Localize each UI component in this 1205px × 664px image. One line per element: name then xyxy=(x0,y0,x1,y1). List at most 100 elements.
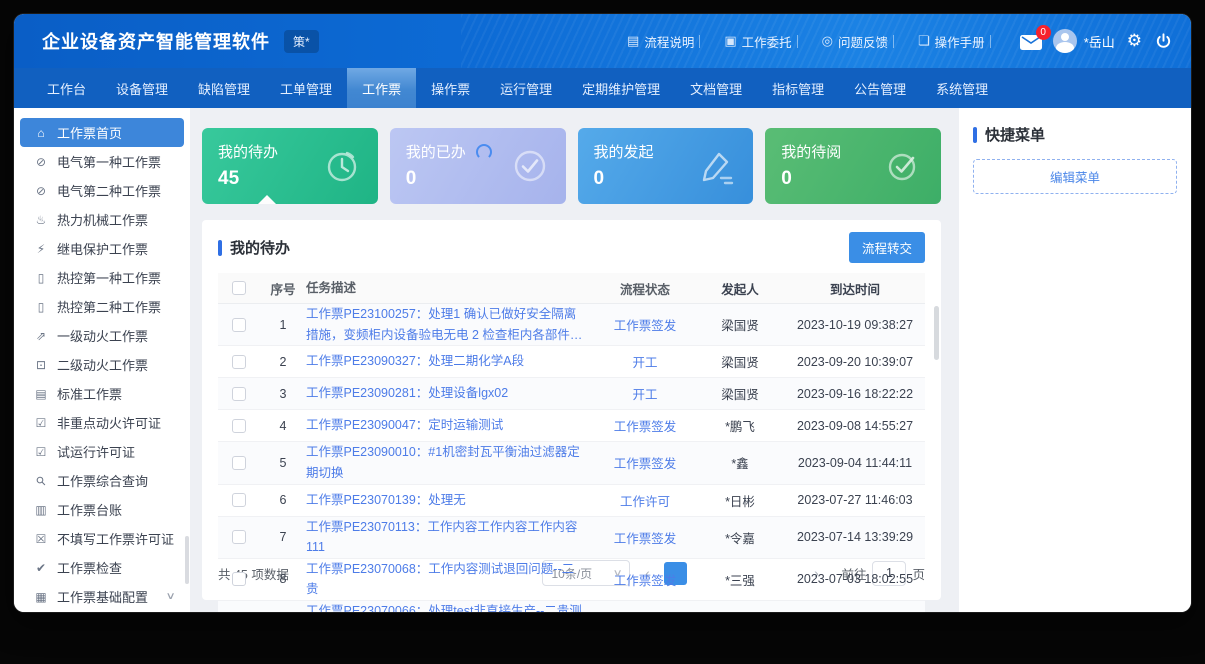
table-row[interactable]: 2 工作票PE23090327：处理二期化学A段 开工 梁国贤 2023-09-… xyxy=(218,346,925,379)
status-link[interactable]: 工作票签发 xyxy=(613,457,677,472)
sidebar-item[interactable]: ♨ 热力机械工作票 xyxy=(20,205,184,234)
goto-page-input[interactable] xyxy=(872,560,907,586)
sidebar-item[interactable]: ✔ 工作票检查 xyxy=(20,553,184,582)
status-link[interactable]: 工作许可 xyxy=(619,494,670,509)
sidebar-scrollbar[interactable] xyxy=(185,536,189,584)
stat-card-done[interactable]: 我的已办 0 xyxy=(389,128,566,204)
row-no: 2 xyxy=(279,354,287,369)
nav-tab[interactable]: 工作台 xyxy=(32,68,101,108)
edit-menu-button[interactable]: 编辑菜单 xyxy=(973,159,1177,194)
row-checkbox[interactable] xyxy=(232,317,246,332)
app-title-badge: 策* xyxy=(284,29,319,53)
row-initiator: *令嘉 xyxy=(725,531,755,546)
col-header-desc: 任务描述 xyxy=(306,280,357,295)
sidebar-item[interactable]: ⚲ 工作票综合查询 xyxy=(20,466,184,495)
nav-tab[interactable]: 系统管理 xyxy=(921,68,1003,108)
row-time: 2023-07-27 11:46:03 xyxy=(797,493,913,507)
nav-tab[interactable]: 工作票 xyxy=(347,68,417,108)
page-button[interactable] xyxy=(664,561,688,585)
status-link[interactable]: 工作票签发 xyxy=(613,531,677,546)
task-link[interactable]: 工作票PE23090281：处理设备lgx02 xyxy=(306,386,509,401)
gear-icon[interactable]: ⚙ xyxy=(1126,31,1142,50)
status-link[interactable]: 工作票签发 xyxy=(613,573,677,588)
sidebar-item-icon: ♨ xyxy=(35,212,47,227)
task-link[interactable]: 工作票PE23090327：处理二期化学A段 xyxy=(306,354,525,369)
status-link[interactable]: 工作票签发 xyxy=(613,319,677,334)
header-link[interactable]: ◎ 问题反馈 xyxy=(810,32,906,51)
select-all-checkbox[interactable] xyxy=(232,281,246,295)
nav-tab-label: 设备管理 xyxy=(116,81,169,97)
nav-tab[interactable]: 缺陷管理 xyxy=(183,68,265,108)
sidebar-item[interactable]: ☑ 非重点动火许可证 xyxy=(20,408,184,437)
stat-card-initiated[interactable]: 我的发起 0 xyxy=(577,128,754,204)
table-row[interactable]: 1 工作票PE23100257：处理1 确认已做好安全隔离措施，变频柜内设备验电… xyxy=(218,304,925,347)
table-row[interactable]: 6 工作票PE23070139：处理无 工作许可 *日彬 2023-07-27 … xyxy=(218,485,925,517)
nav-tab[interactable]: 运行管理 xyxy=(485,68,567,108)
task-link[interactable]: 工作票PE23070113：工作内容工作内容工作内容111 xyxy=(306,519,578,555)
sidebar-item[interactable]: ☒ 不填写工作票许可证 xyxy=(20,524,184,553)
sidebar-item-label: 电气第二种工作票 xyxy=(57,184,162,199)
next-page-button[interactable]: › xyxy=(814,565,819,581)
status-link[interactable]: 开工 xyxy=(632,388,658,403)
table-row[interactable]: 3 工作票PE23090281：处理设备lgx02 开工 梁国贤 2023-09… xyxy=(218,378,925,411)
sidebar-item[interactable]: ⚡ 继电保护工作票 xyxy=(20,234,184,263)
sidebar-item-label: 二级动火工作票 xyxy=(57,358,149,373)
header-link[interactable]: ❏ 操作手册 xyxy=(906,32,1003,51)
status-link[interactable]: 开工 xyxy=(632,356,658,371)
sidebar-item[interactable]: ▥ 工作票台账 xyxy=(20,495,184,524)
task-link[interactable]: 工作票PE23090047：定时运输测试 xyxy=(306,418,504,433)
nav-tab[interactable]: 公告管理 xyxy=(839,68,921,108)
process-transfer-button[interactable]: 流程转交 xyxy=(848,232,925,263)
header-link[interactable]: ▤ 流程说明 xyxy=(615,32,712,51)
stat-card-value: 0 xyxy=(405,168,417,189)
page-size-select[interactable]: 10条/页 ∨ xyxy=(542,560,631,586)
power-icon[interactable] xyxy=(1154,32,1173,51)
table-row[interactable]: 8 工作票PE23070068：工作内容测试退回问题--二贵 工作票签发 *三强… xyxy=(218,559,925,601)
page-buttons xyxy=(664,561,799,585)
table-row[interactable]: 7 工作票PE23070113：工作内容工作内容工作内容111 工作票签发 *令… xyxy=(218,516,925,559)
task-link[interactable]: 工作票PE23070068：工作内容测试退回问题--二贵 xyxy=(306,561,575,597)
task-link[interactable]: 工作票PE23070139：处理无 xyxy=(306,492,466,507)
task-link[interactable]: 工作票PE23090010：#1机密封瓦平衡油过滤器定期切换 xyxy=(306,445,580,480)
prev-page-button[interactable]: ‹ xyxy=(645,565,650,581)
row-checkbox[interactable] xyxy=(232,386,246,401)
status-link[interactable]: 工作票签发 xyxy=(613,420,677,435)
sidebar-item[interactable]: ▯ 热控第二种工作票 xyxy=(20,292,184,321)
stat-card-todo[interactable]: 我的待办 45 xyxy=(202,128,378,204)
mail-button[interactable]: 0 xyxy=(1019,24,1051,51)
sidebar-item[interactable]: ⌂ 工作票首页 xyxy=(20,118,184,147)
row-checkbox[interactable] xyxy=(232,455,246,470)
table-scrollbar[interactable] xyxy=(934,306,939,360)
nav-tab[interactable]: 操作票 xyxy=(416,68,485,108)
nav-tab-label: 指标管理 xyxy=(772,81,825,97)
nav-tab[interactable]: 设备管理 xyxy=(101,68,183,108)
sidebar-item[interactable]: ▦ 工作票基础配置 ∨ xyxy=(20,582,184,611)
stat-card-toread[interactable]: 我的待阅 0 xyxy=(765,128,941,204)
row-checkbox[interactable] xyxy=(232,354,246,369)
sidebar-item[interactable]: ⊘ 电气第二种工作票 xyxy=(20,176,184,205)
sidebar-item[interactable]: ▤ 标准工作票 xyxy=(20,379,184,408)
sidebar-item[interactable]: ⇗ 一级动火工作票 xyxy=(20,321,184,350)
row-checkbox[interactable] xyxy=(232,418,246,433)
nav-tab[interactable]: 工单管理 xyxy=(265,68,347,108)
nav-tab[interactable]: 文档管理 xyxy=(675,68,757,108)
row-checkbox[interactable] xyxy=(232,493,246,507)
sidebar-item[interactable]: ⊘ 电气第一种工作票 xyxy=(20,147,184,176)
loading-spinner-icon xyxy=(475,143,492,160)
sidebar-item[interactable]: ▯ 热控第一种工作票 xyxy=(20,263,184,292)
sidebar-item[interactable]: ⊡ 二级动火工作票 xyxy=(20,350,184,379)
nav-tab[interactable]: 指标管理 xyxy=(757,68,839,108)
table-row[interactable]: 9 工作票PE23070066：处理test非直接生产--二贵测试0703 工作… xyxy=(218,601,925,612)
task-link[interactable]: 工作票PE23100257：处理1 确认已做好安全隔离措施，变频柜内设备验电无电… xyxy=(306,307,583,342)
row-checkbox[interactable] xyxy=(232,572,246,587)
header-link[interactable]: ▣ 工作委托 xyxy=(712,32,809,51)
stat-card-label: 我的待阅 xyxy=(781,144,842,161)
nav-tab[interactable]: 定期维护管理 xyxy=(567,68,675,108)
user-menu[interactable]: *岳山 xyxy=(1052,29,1115,53)
table-row[interactable]: 4 工作票PE23090047：定时运输测试 工作票签发 *鹏飞 2023-09… xyxy=(218,410,925,443)
table-row[interactable]: 5 工作票PE23090010：#1机密封瓦平衡油过滤器定期切换 工作票签发 *… xyxy=(218,442,925,485)
sidebar-item[interactable]: ☑ 试运行许可证 xyxy=(20,437,184,466)
row-checkbox[interactable] xyxy=(232,530,246,545)
task-link[interactable]: 工作票PE23070066：处理test非直接生产--二贵测试0703 xyxy=(306,604,582,612)
table-body: 1 工作票PE23100257：处理1 确认已做好安全隔离措施，变频柜内设备验电… xyxy=(218,304,939,612)
